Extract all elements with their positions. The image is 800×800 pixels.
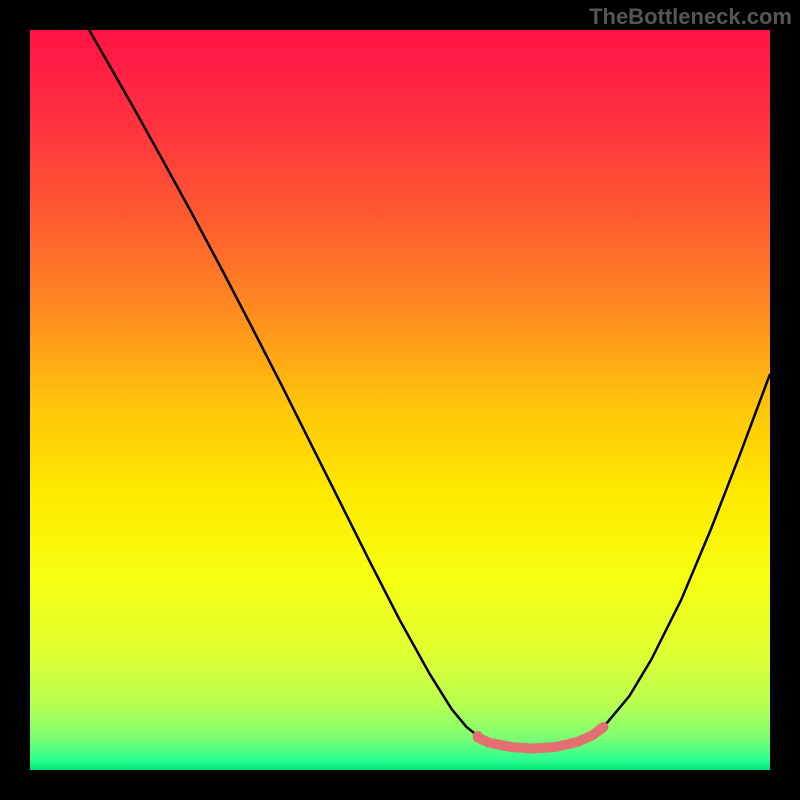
optimal-range-start-dot xyxy=(473,731,483,741)
chart-plot-background xyxy=(30,30,770,770)
watermark-text: TheBottleneck.com xyxy=(589,4,792,30)
bottleneck-chart xyxy=(0,0,800,800)
chart-container: TheBottleneck.com xyxy=(0,0,800,800)
